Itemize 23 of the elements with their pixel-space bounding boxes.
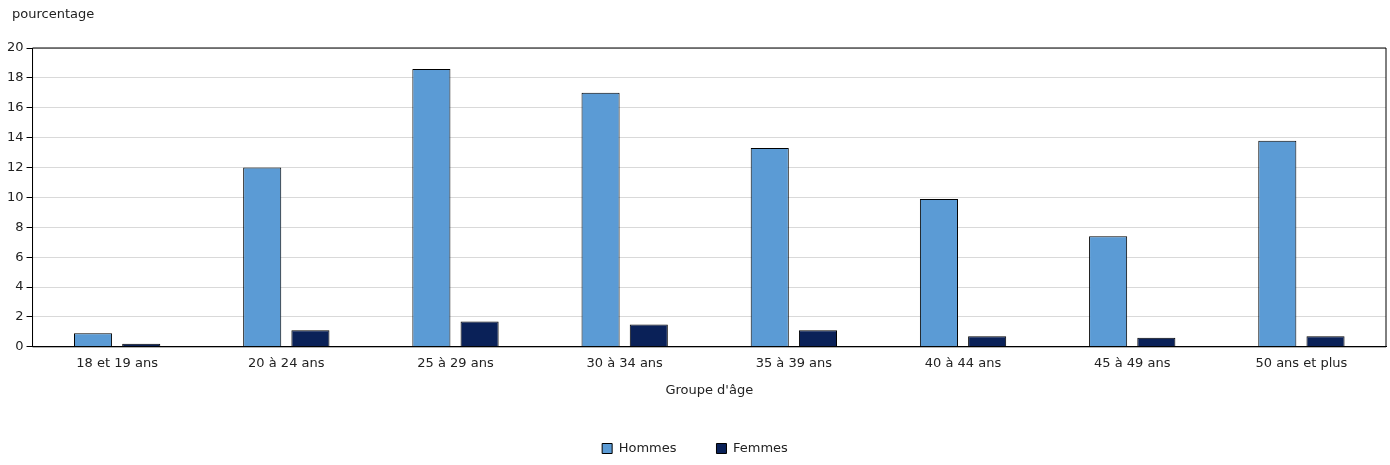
y-tick-label: 14 <box>7 129 24 145</box>
x-tick-label: 30 à 34 ans <box>586 354 664 370</box>
x-tick-label: 18 et 19 ans <box>76 354 159 370</box>
x-tick-label: 35 à 39 ans <box>755 354 833 370</box>
y-tick-label: 16 <box>7 99 24 115</box>
y-tick-label: 18 <box>7 69 24 85</box>
y-tick-label: 10 <box>7 188 24 204</box>
x-tick-label: 40 à 44 ans <box>924 354 1002 370</box>
y-tick-label: 2 <box>15 308 24 324</box>
x-tick-label: 50 ans et plus <box>1255 354 1348 370</box>
y-tick-label: 6 <box>15 248 24 264</box>
y-tick-label: 12 <box>7 158 24 174</box>
y-tick-label: 8 <box>15 218 24 234</box>
legend-label: Femmes <box>732 439 789 455</box>
y-tick-label: 0 <box>15 338 24 354</box>
legend-label: Hommes <box>618 439 677 455</box>
x-tick-label: 45 à 49 ans <box>1094 354 1171 370</box>
y-axis-title: pourcentage <box>12 6 95 21</box>
y-tick-label: 4 <box>15 278 24 294</box>
x-tick-label: 20 à 24 ans <box>248 354 325 370</box>
x-tick-label: 25 à 29 ans <box>417 354 494 370</box>
y-tick-label: 20 <box>7 39 24 55</box>
x-axis-title: Groupe d'âge <box>665 381 754 397</box>
